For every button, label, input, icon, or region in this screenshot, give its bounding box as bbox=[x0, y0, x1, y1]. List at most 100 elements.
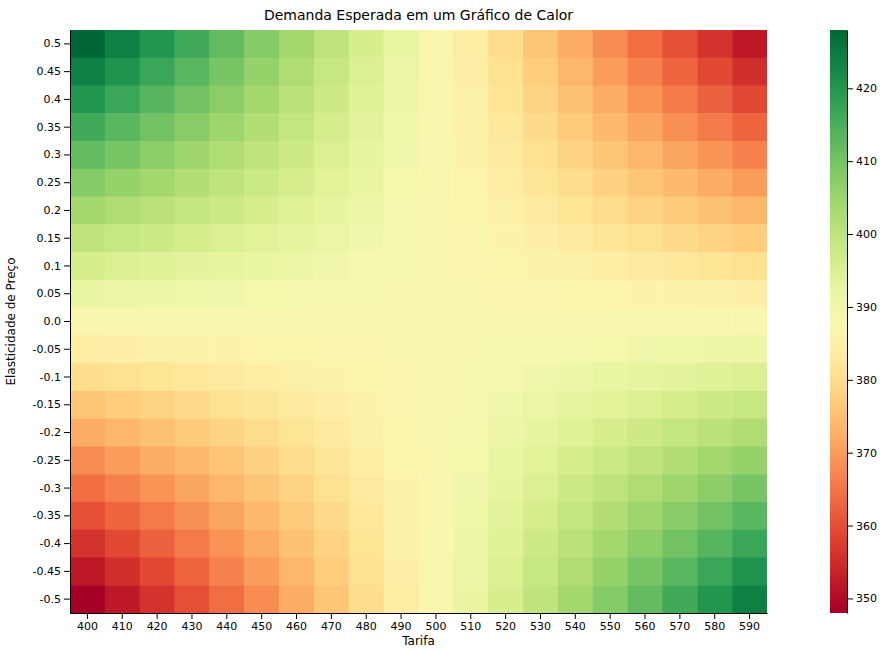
heatmap-cell bbox=[175, 308, 210, 336]
heatmap-cell bbox=[732, 585, 767, 613]
heatmap-cell bbox=[314, 502, 349, 530]
heatmap-cell bbox=[105, 308, 140, 336]
y-tick: -0.2 bbox=[40, 426, 70, 439]
heatmap-cell bbox=[209, 58, 244, 86]
heatmap-cell bbox=[279, 169, 314, 197]
heatmap-cell bbox=[732, 224, 767, 252]
heatmap-cell bbox=[314, 224, 349, 252]
heatmap-cell bbox=[384, 280, 419, 308]
heatmap-cell bbox=[279, 224, 314, 252]
heatmap-cell bbox=[662, 585, 697, 613]
x-tick: 580 bbox=[704, 613, 725, 633]
x-tick-mark bbox=[401, 613, 402, 619]
heatmap-cell bbox=[488, 363, 523, 391]
plot-area: 4004104204304404504604704804905005105205… bbox=[33, 30, 768, 633]
y-tick-label: -0.1 bbox=[40, 371, 61, 384]
heatmap-cell bbox=[628, 197, 663, 225]
colorbar-tick-mark bbox=[847, 161, 853, 162]
heatmap-cell bbox=[349, 474, 384, 502]
heatmap-cell bbox=[279, 58, 314, 86]
heatmap-cell bbox=[697, 113, 732, 141]
heatmap-cell bbox=[662, 363, 697, 391]
y-tick: -0.25 bbox=[33, 454, 70, 467]
x-tick-mark bbox=[470, 613, 471, 619]
heatmap-cell bbox=[384, 474, 419, 502]
heatmap-cell bbox=[558, 391, 593, 419]
heatmap-cell bbox=[628, 252, 663, 280]
heatmap-cell bbox=[732, 308, 767, 336]
heatmap-cell bbox=[140, 502, 175, 530]
heatmap-cell bbox=[279, 252, 314, 280]
y-tick: 0.25 bbox=[37, 176, 71, 189]
heatmap-cell bbox=[628, 474, 663, 502]
heatmap-cell bbox=[244, 30, 279, 58]
heatmap-cell bbox=[140, 557, 175, 585]
heatmap-cell bbox=[593, 58, 628, 86]
heatmap-cell bbox=[209, 169, 244, 197]
heatmap-cell bbox=[175, 224, 210, 252]
heatmap-cell bbox=[105, 585, 140, 613]
y-tick: -0.15 bbox=[33, 398, 70, 411]
heatmap-cell bbox=[314, 30, 349, 58]
x-tick-mark bbox=[157, 613, 158, 619]
colorbar-axis: 350360370380390400410420 bbox=[847, 31, 877, 614]
y-tick: 0.4 bbox=[44, 93, 71, 106]
x-tick-label: 540 bbox=[565, 620, 586, 633]
heatmap-cell bbox=[523, 335, 558, 363]
heatmap-cell bbox=[70, 419, 105, 447]
y-tick: -0.45 bbox=[33, 565, 70, 578]
x-tick: 550 bbox=[600, 613, 621, 633]
heatmap-cell bbox=[732, 113, 767, 141]
heatmap-cell bbox=[523, 113, 558, 141]
heatmap-cell bbox=[70, 585, 105, 613]
heatmap-cell bbox=[209, 197, 244, 225]
heatmap-cell bbox=[314, 585, 349, 613]
heatmap-cell bbox=[488, 335, 523, 363]
heatmap-cell bbox=[697, 141, 732, 169]
heatmap-cell bbox=[697, 419, 732, 447]
heatmap-cell bbox=[279, 557, 314, 585]
heatmap-cell bbox=[244, 141, 279, 169]
heatmap-cell bbox=[558, 530, 593, 558]
heatmap-cell bbox=[209, 363, 244, 391]
heatmap-cell bbox=[209, 30, 244, 58]
colorbar-tick: 370 bbox=[847, 447, 877, 460]
heatmap-cell bbox=[384, 197, 419, 225]
heatmap-cell bbox=[628, 280, 663, 308]
heatmap-cell bbox=[244, 530, 279, 558]
heatmap-cell bbox=[70, 86, 105, 114]
colorbar-tick-mark bbox=[847, 598, 853, 599]
heatmap-cell bbox=[419, 169, 454, 197]
colorbar-tick: 420 bbox=[847, 82, 877, 95]
heatmap-cell bbox=[697, 446, 732, 474]
y-tick-mark bbox=[64, 404, 70, 405]
x-tick: 530 bbox=[530, 613, 551, 633]
y-axis-title: Elasticidade de Preço bbox=[4, 257, 18, 385]
heatmap-cell bbox=[523, 86, 558, 114]
colorbar-tick: 360 bbox=[847, 520, 877, 533]
heatmap-cell bbox=[523, 252, 558, 280]
heatmap-cell bbox=[140, 224, 175, 252]
heatmap-cell bbox=[140, 308, 175, 336]
heatmap-cell bbox=[732, 391, 767, 419]
heatmap-cell bbox=[662, 446, 697, 474]
heatmap-cell bbox=[140, 585, 175, 613]
x-tick-label: 520 bbox=[495, 620, 516, 633]
heatmap-cell bbox=[349, 224, 384, 252]
heatmap-cell bbox=[244, 113, 279, 141]
chart: 4004104204304404504604704804905005105205… bbox=[0, 0, 883, 651]
heatmap-cell bbox=[314, 446, 349, 474]
heatmap-cell bbox=[349, 169, 384, 197]
heatmap-cell bbox=[244, 557, 279, 585]
x-tick-mark bbox=[540, 613, 541, 619]
heatmap-cell bbox=[349, 308, 384, 336]
heatmap-cell bbox=[523, 502, 558, 530]
colorbar-tick: 380 bbox=[847, 374, 877, 387]
heatmap-cell bbox=[105, 169, 140, 197]
heatmap-cell bbox=[175, 446, 210, 474]
heatmap-cell bbox=[662, 169, 697, 197]
heatmap-cell bbox=[384, 308, 419, 336]
y-tick-label: -0.4 bbox=[40, 537, 61, 550]
heatmap-cell bbox=[209, 502, 244, 530]
heatmap-cell bbox=[523, 363, 558, 391]
